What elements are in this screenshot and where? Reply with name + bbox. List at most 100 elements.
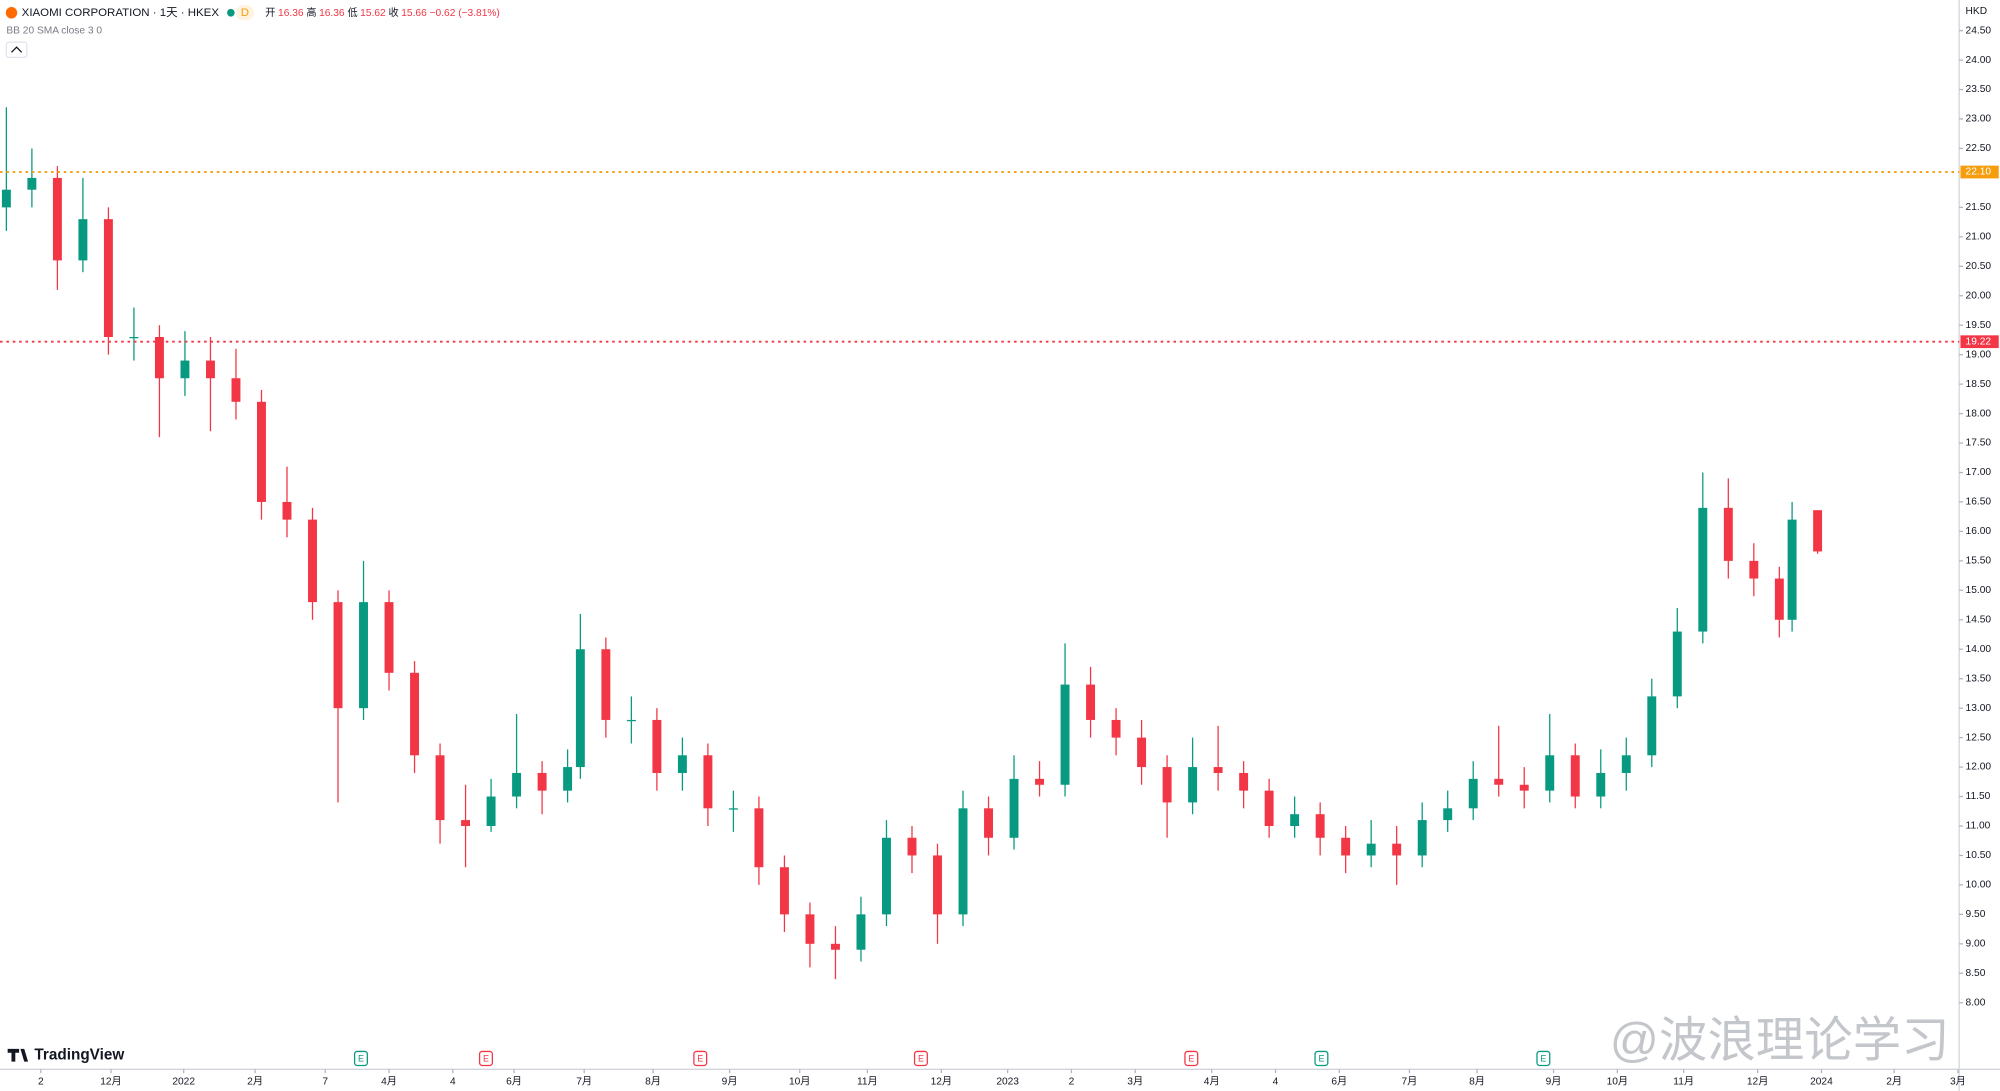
candle-body [856, 914, 866, 950]
candle-body [52, 177, 62, 261]
event-label: E [918, 1053, 924, 1063]
brand-name: TradingView [34, 1046, 124, 1063]
candle-body [1545, 755, 1555, 791]
x-tick-label: 3月 [1127, 1076, 1143, 1088]
x-tick-label: 12月 [100, 1076, 122, 1088]
candle-body [652, 719, 662, 773]
x-tick-label: 4 [450, 1077, 456, 1088]
event-marker [478, 1050, 493, 1067]
y-tick-label: 10.00 [1966, 880, 1992, 891]
event-marker [1314, 1050, 1329, 1067]
candle-body [205, 360, 215, 379]
candle-body [1341, 837, 1351, 856]
y-tick-label: 13.50 [1966, 673, 1992, 684]
y-tick-label: 23.00 [1966, 114, 1992, 125]
collapse-icon [11, 46, 23, 53]
legend-change: −0.62 (−3.81%) [430, 7, 500, 18]
y-tick-label: 16.00 [1966, 526, 1992, 537]
y-tick-label: 22.50 [1966, 143, 1992, 154]
y-tick-label: 8.00 [1966, 997, 1986, 1008]
y-tick-label: 14.00 [1966, 644, 1992, 655]
candle-body [728, 808, 738, 810]
status-dot [227, 8, 235, 17]
y-tick-label: 17.50 [1966, 438, 1992, 449]
candle-body [984, 808, 993, 838]
candle-body [830, 943, 840, 950]
y-tick-label: 24.00 [1966, 55, 1992, 66]
candle-body [1086, 684, 1096, 720]
x-tick-label: 2月 [1886, 1076, 1902, 1088]
candle-body [486, 796, 496, 826]
x-tick-label: 11月 [857, 1076, 878, 1088]
y-tick-label: 21.50 [1966, 202, 1992, 213]
candle-body [1749, 560, 1759, 579]
candle-body [282, 501, 292, 520]
candle-body [129, 336, 139, 339]
candle-body [1672, 631, 1682, 697]
event-label: E [1188, 1053, 1194, 1063]
currency-label[interactable]: HKD [1966, 6, 1988, 17]
candle-body [359, 602, 368, 709]
event-marker [353, 1050, 368, 1067]
candle-body [384, 602, 394, 673]
y-tick-label: 15.50 [1966, 556, 1992, 567]
x-tick-label: 7 [322, 1077, 328, 1088]
y-tick-label: 11.50 [1966, 791, 1991, 802]
candle-body [410, 672, 420, 756]
legend-label: 开 [265, 7, 275, 18]
interval-badge: D [241, 7, 249, 19]
candle-body [1443, 808, 1453, 821]
candle-body [754, 808, 764, 868]
level-tag [1960, 335, 1999, 349]
candle-body [1417, 820, 1427, 856]
x-tick-label: 7月 [1402, 1076, 1418, 1088]
event-label: E [358, 1053, 364, 1063]
candle-body [1315, 814, 1325, 838]
x-tick-label: 9月 [722, 1076, 738, 1088]
symbol-title[interactable]: XIAOMI CORPORATION · 1天 · HKEX [22, 7, 220, 19]
y-tick-label: 11.00 [1966, 821, 1991, 832]
event-marker [693, 1050, 708, 1067]
candle-body [1009, 778, 1019, 838]
event-marker [913, 1050, 928, 1067]
candle-body [1137, 737, 1147, 768]
candle-body [1290, 814, 1300, 826]
candle-body [882, 837, 891, 915]
level-label: 22.10 [1966, 167, 1992, 178]
legend-value: 15.62 [360, 7, 386, 18]
brand-logo [7, 1048, 29, 1062]
candle-body [512, 772, 522, 797]
y-tick-label: 24.50 [1966, 25, 1992, 36]
x-tick-label: 2024 [1810, 1077, 1833, 1088]
watermark: @波浪理论学习 [1610, 1014, 1950, 1068]
y-tick-label: 18.50 [1966, 379, 1992, 390]
candle-body [563, 767, 573, 791]
y-tick-label: 12.50 [1966, 732, 1992, 743]
candle-body [1060, 684, 1070, 785]
candle-body [333, 602, 343, 709]
x-tick-label: 4月 [1204, 1076, 1220, 1088]
candle-body [1774, 578, 1784, 620]
candle-body [154, 336, 164, 379]
candle-body [907, 837, 917, 856]
collapse-button[interactable] [5, 41, 28, 59]
y-tick-label: 8.50 [1966, 968, 1986, 979]
legend-label: 高 [306, 5, 316, 18]
candle-body [231, 378, 241, 402]
ohlc-legend: 开 16.36 高 16.36 低 15.62 收 15.66 −0.62 (−3.81… [265, 5, 500, 18]
candle-body [1787, 519, 1797, 620]
candle-body [958, 808, 968, 915]
x-tick-label: 6月 [506, 1076, 522, 1088]
candle-body [1519, 784, 1529, 791]
event-label: E [483, 1053, 489, 1063]
candle-body [677, 755, 687, 773]
candle-body [1813, 510, 1823, 552]
candle-body [703, 755, 713, 809]
x-tick-label: 2 [1069, 1077, 1075, 1088]
y-tick-label: 13.00 [1966, 703, 1992, 714]
x-tick-label: 3月 [1950, 1076, 1966, 1088]
indicator-label[interactable]: BB 20 SMA close 3 0 [6, 25, 102, 36]
candle-body [1035, 778, 1045, 785]
